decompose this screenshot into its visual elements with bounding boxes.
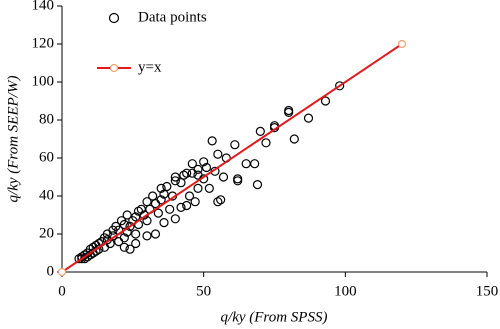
data-point	[233, 174, 243, 184]
legend-label: Data points	[138, 9, 207, 25]
data-point	[190, 197, 200, 207]
data-point	[142, 197, 152, 207]
data-point	[119, 242, 129, 252]
data-point	[142, 216, 152, 226]
data-point	[284, 107, 294, 118]
data-point	[252, 180, 263, 190]
y-tick-label: 120	[32, 35, 55, 51]
legend-marker	[109, 63, 119, 73]
data-point	[170, 172, 180, 182]
x-axis-label: q/ky (From SPSS)	[221, 309, 328, 325]
data-point	[116, 216, 127, 226]
data-point	[207, 136, 217, 146]
data-point	[131, 238, 141, 249]
y-tick-label: 140	[32, 0, 55, 13]
data-point	[241, 159, 251, 169]
data-point	[213, 197, 223, 207]
y-tick-label: 80	[39, 111, 54, 127]
data-point	[199, 157, 209, 167]
data-point	[289, 134, 299, 144]
data-point	[159, 218, 169, 228]
data-point	[335, 81, 345, 91]
data-point	[261, 138, 271, 148]
data-point	[303, 113, 314, 123]
data-point	[125, 221, 135, 231]
y-tick-label: 60	[39, 149, 54, 165]
data-point	[125, 244, 135, 254]
y-tick-label: 20	[39, 225, 54, 241]
x-tick-label: 0	[58, 283, 66, 299]
data-point	[218, 172, 229, 182]
data-point	[201, 162, 212, 173]
x-tick-label: 150	[476, 283, 499, 299]
data-point	[182, 168, 192, 178]
data-point	[153, 208, 163, 218]
data-point	[250, 159, 260, 169]
data-point	[170, 214, 180, 224]
data-point	[133, 206, 144, 216]
x-tick-label: 100	[334, 283, 357, 299]
legend-marker	[108, 12, 120, 24]
data-point	[159, 189, 169, 199]
data-point	[184, 191, 195, 201]
data-point	[131, 229, 141, 239]
data-point	[182, 200, 192, 211]
data-point	[187, 159, 197, 169]
data-point	[170, 176, 180, 186]
data-point	[233, 176, 243, 186]
data-point	[230, 140, 240, 150]
x-tick-label: 50	[196, 283, 211, 299]
data-point	[156, 183, 166, 193]
data-point	[150, 229, 161, 239]
y-tick-label: 40	[39, 187, 54, 203]
line-marker	[397, 39, 407, 49]
data-point	[77, 254, 87, 264]
data-point	[193, 164, 203, 174]
data-point	[176, 202, 186, 212]
legend-label: y=x	[138, 59, 162, 75]
data-point	[193, 170, 203, 180]
data-point	[320, 96, 331, 106]
line	[61, 43, 403, 273]
data-point	[216, 195, 226, 205]
data-point	[165, 204, 175, 214]
data-point	[114, 237, 124, 247]
y-tick-label: 0	[47, 263, 55, 279]
data-point	[122, 210, 132, 220]
data-point	[176, 178, 186, 188]
y-axis-label: q/ky (From SEEP/W)	[5, 76, 21, 203]
data-point	[193, 183, 203, 193]
data-point	[284, 105, 294, 116]
data-point	[142, 231, 152, 241]
data-point	[148, 191, 158, 201]
line-marker	[57, 267, 67, 277]
data-point	[204, 183, 214, 193]
y-tick-label: 100	[32, 73, 55, 89]
data-point	[136, 204, 146, 214]
data-point	[213, 149, 223, 159]
data-point	[255, 126, 265, 136]
